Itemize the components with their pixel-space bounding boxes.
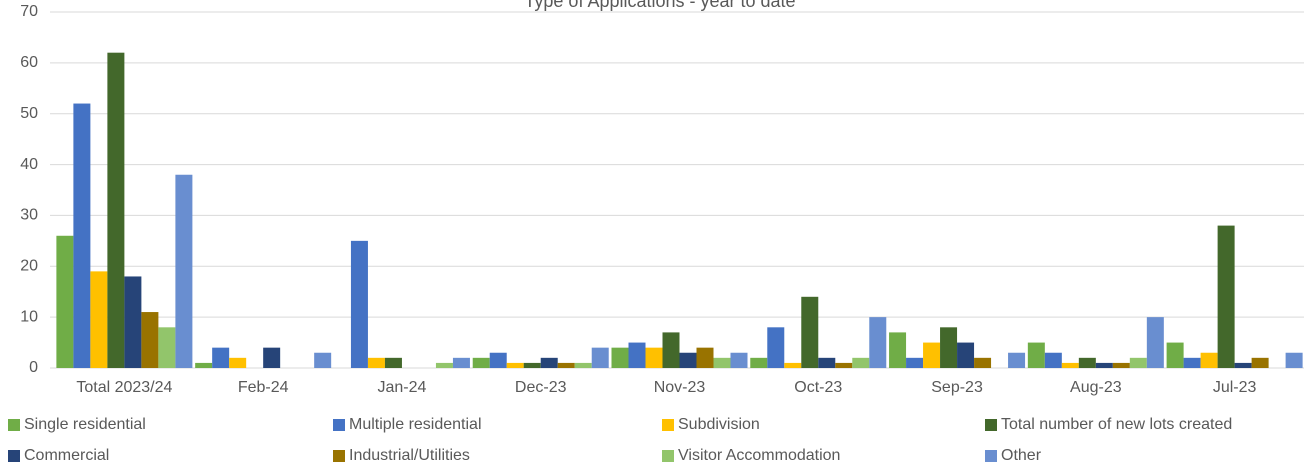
- bar: [940, 327, 958, 368]
- bar: [195, 362, 213, 368]
- bar: [523, 362, 541, 368]
- bar: [574, 362, 592, 368]
- x-tick-label: Total 2023/24: [76, 379, 172, 396]
- bar: [679, 352, 697, 368]
- bar: [1166, 342, 1184, 368]
- bar: [557, 362, 575, 368]
- legend-swatch: [8, 419, 20, 431]
- bar: [1044, 352, 1062, 368]
- bar: [90, 271, 108, 368]
- bar: [696, 347, 714, 368]
- bar: [869, 317, 887, 368]
- bar: [1008, 352, 1026, 368]
- bar: [591, 347, 609, 368]
- x-tick-label: Dec-23: [515, 379, 567, 396]
- bar: [175, 174, 193, 368]
- bar: [73, 103, 91, 369]
- bar: [906, 357, 924, 368]
- bar: [628, 342, 646, 368]
- bar: [1061, 362, 1079, 368]
- bar: [974, 357, 992, 368]
- legend-label: Multiple residential: [349, 416, 482, 433]
- bar: [835, 362, 853, 368]
- y-tick-label: 40: [20, 156, 38, 173]
- bar: [158, 327, 176, 368]
- y-tick-label: 0: [29, 359, 38, 376]
- bar: [263, 347, 281, 368]
- bar: [767, 327, 785, 368]
- x-tick-label: Jul-23: [1213, 379, 1257, 396]
- bar: [1129, 357, 1147, 368]
- y-tick-label: 70: [20, 3, 38, 20]
- bar: [1095, 362, 1113, 368]
- bar: [1251, 357, 1269, 368]
- bar: [1078, 357, 1096, 368]
- y-tick-label: 30: [20, 207, 38, 224]
- bar: [472, 357, 490, 368]
- bar: [124, 276, 142, 368]
- bar: [801, 296, 819, 368]
- bar: [1027, 342, 1045, 368]
- bar: [645, 347, 663, 368]
- bar: [1200, 352, 1218, 368]
- bar: [1146, 317, 1164, 368]
- bar: [611, 347, 629, 368]
- bar: [540, 357, 558, 368]
- bar: [730, 352, 748, 368]
- bar: [107, 52, 125, 368]
- legend-swatch: [8, 450, 20, 462]
- bar: [1183, 357, 1201, 368]
- legend-label: Commercial: [24, 447, 109, 464]
- bar: [662, 332, 680, 368]
- legend-label: Visitor Accommodation: [678, 447, 840, 464]
- bar: [452, 357, 470, 368]
- legend-swatch: [662, 450, 674, 462]
- legend-label: Total number of new lots created: [1001, 416, 1232, 433]
- bar: [889, 332, 907, 368]
- x-tick-label: Oct-23: [794, 379, 842, 396]
- bar: [923, 342, 941, 368]
- legend-label: Subdivision: [678, 416, 760, 433]
- legend-swatch: [985, 450, 997, 462]
- bar: [367, 357, 385, 368]
- bar: [506, 362, 524, 368]
- y-tick-label: 60: [20, 54, 38, 71]
- bar: [384, 357, 402, 368]
- legend-swatch: [985, 419, 997, 431]
- x-tick-label: Feb-24: [238, 379, 289, 396]
- legend-label: Industrial/Utilities: [349, 447, 470, 464]
- bar: [852, 357, 870, 368]
- x-tick-label: Nov-23: [654, 379, 706, 396]
- bar: [314, 352, 332, 368]
- bar: [212, 347, 230, 368]
- legend-swatch: [662, 419, 674, 431]
- y-tick-label: 20: [20, 258, 38, 275]
- legend-label: Single residential: [24, 416, 146, 433]
- y-tick-label: 10: [20, 308, 38, 325]
- bar: [229, 357, 247, 368]
- bar: [1217, 225, 1235, 368]
- bar: [435, 362, 453, 368]
- chart-title: Type of Applications - year to date: [524, 0, 795, 11]
- bar: [713, 357, 731, 368]
- legend-swatch: [333, 450, 345, 462]
- bar: [350, 240, 368, 368]
- legend-swatch: [333, 419, 345, 431]
- x-tick-label: Sep-23: [931, 379, 983, 396]
- bar: [141, 312, 159, 368]
- x-tick-label: Jan-24: [377, 379, 426, 396]
- bar: [750, 357, 768, 368]
- bar: [818, 357, 836, 368]
- y-tick-label: 50: [20, 105, 38, 122]
- bar: [56, 235, 74, 368]
- x-tick-label: Aug-23: [1070, 379, 1122, 396]
- bar: [1112, 362, 1130, 368]
- bar: [957, 342, 975, 368]
- legend-label: Other: [1001, 447, 1042, 464]
- bar: [1234, 362, 1252, 368]
- bar: [1285, 352, 1303, 368]
- bar: [784, 362, 802, 368]
- bar: [489, 352, 507, 368]
